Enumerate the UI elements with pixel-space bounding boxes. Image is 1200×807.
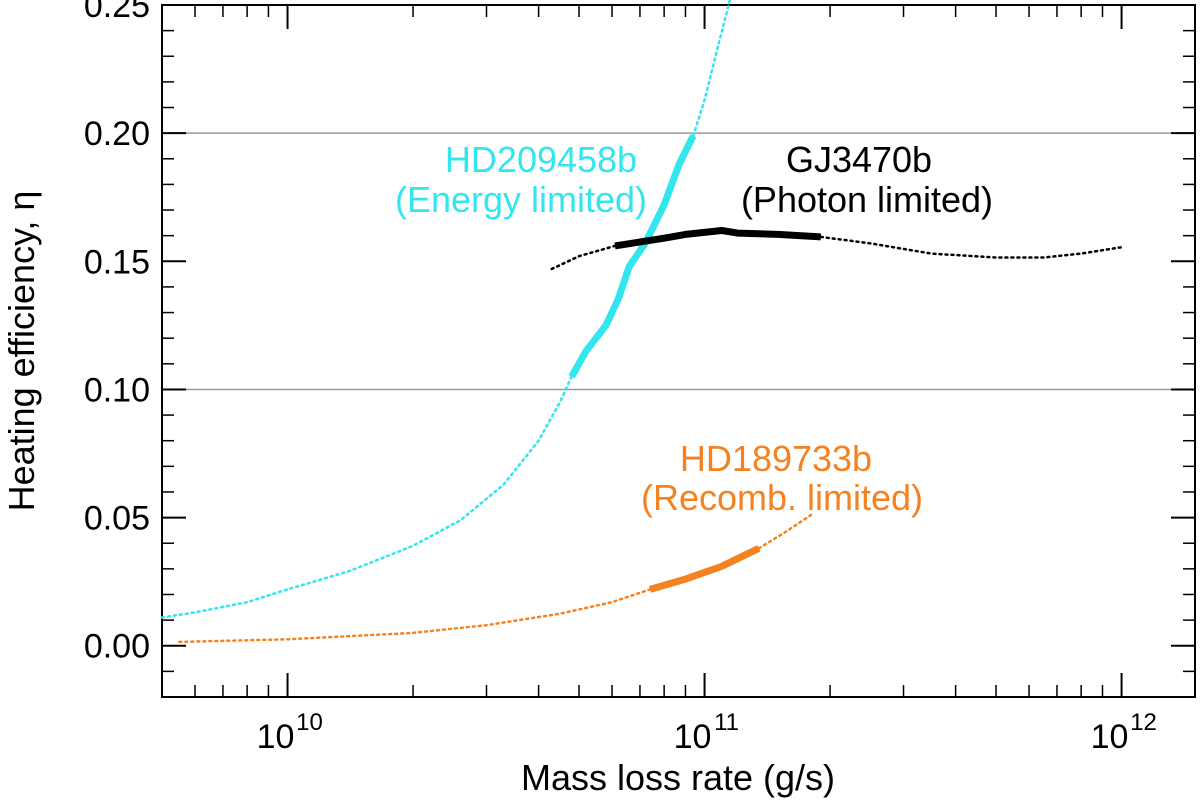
y-tick-label: 0.10 [84,371,150,409]
series-hd209458b-solid-line [568,134,697,379]
y-tick-label: 0.25 [84,0,150,25]
x-tick-exponent: 11 [714,709,739,736]
series-gj3470b-dotted-line-end [819,235,1123,259]
data-series [160,0,1123,644]
x-tick-label: 10 [257,718,295,756]
annotation-gj3470b-regime: (Photon limited) [741,179,993,220]
annotation-gj3470b: GJ3470b (Photon limited) [741,139,993,220]
y-tick-label: 0.05 [84,500,150,538]
series-hd209458b-dotted-line [160,375,573,619]
series-hd189733b-solid-line [649,545,761,593]
y-tick-label: 0.15 [84,243,150,281]
annotation-gj3470b-name: GJ3470b [786,139,932,180]
y-axis-label: Heating efficiency, η [1,191,42,512]
x-axis-label: Mass loss rate (g/s) [521,757,835,798]
axis-ticks [161,4,1195,697]
series-gj3470b-dotted-line [550,244,617,271]
y-tick-label: 0.20 [84,115,150,153]
annotation-hd209458b-name: HD209458b [445,139,637,180]
series-hd189733b-dotted-line-end [757,513,813,550]
reference-lines [162,132,1195,391]
y-tick-label: 0.00 [84,628,150,666]
annotation-hd189733b-name: HD189733b [680,438,872,479]
annotation-hd189733b-regime: (Recomb. limited) [641,477,923,518]
series-hd209458b-dotted-line-end [692,0,732,137]
x-tick-exponent: 10 [296,709,323,736]
plot-frame [161,4,1196,698]
annotation-hd189733b: HD189733b (Recomb. limited) [641,438,923,518]
annotation-hd209458b: HD209458b (Energy limited) [395,139,647,220]
series-hd189733b-dotted-line [178,588,652,644]
series-gj3470b-solid-line [614,227,822,250]
annotation-hd209458b-regime: (Energy limited) [395,179,647,220]
x-tick-label: 10 [1091,718,1129,756]
x-tick-label: 10 [674,718,712,756]
x-tick-exponent: 12 [1130,709,1157,736]
